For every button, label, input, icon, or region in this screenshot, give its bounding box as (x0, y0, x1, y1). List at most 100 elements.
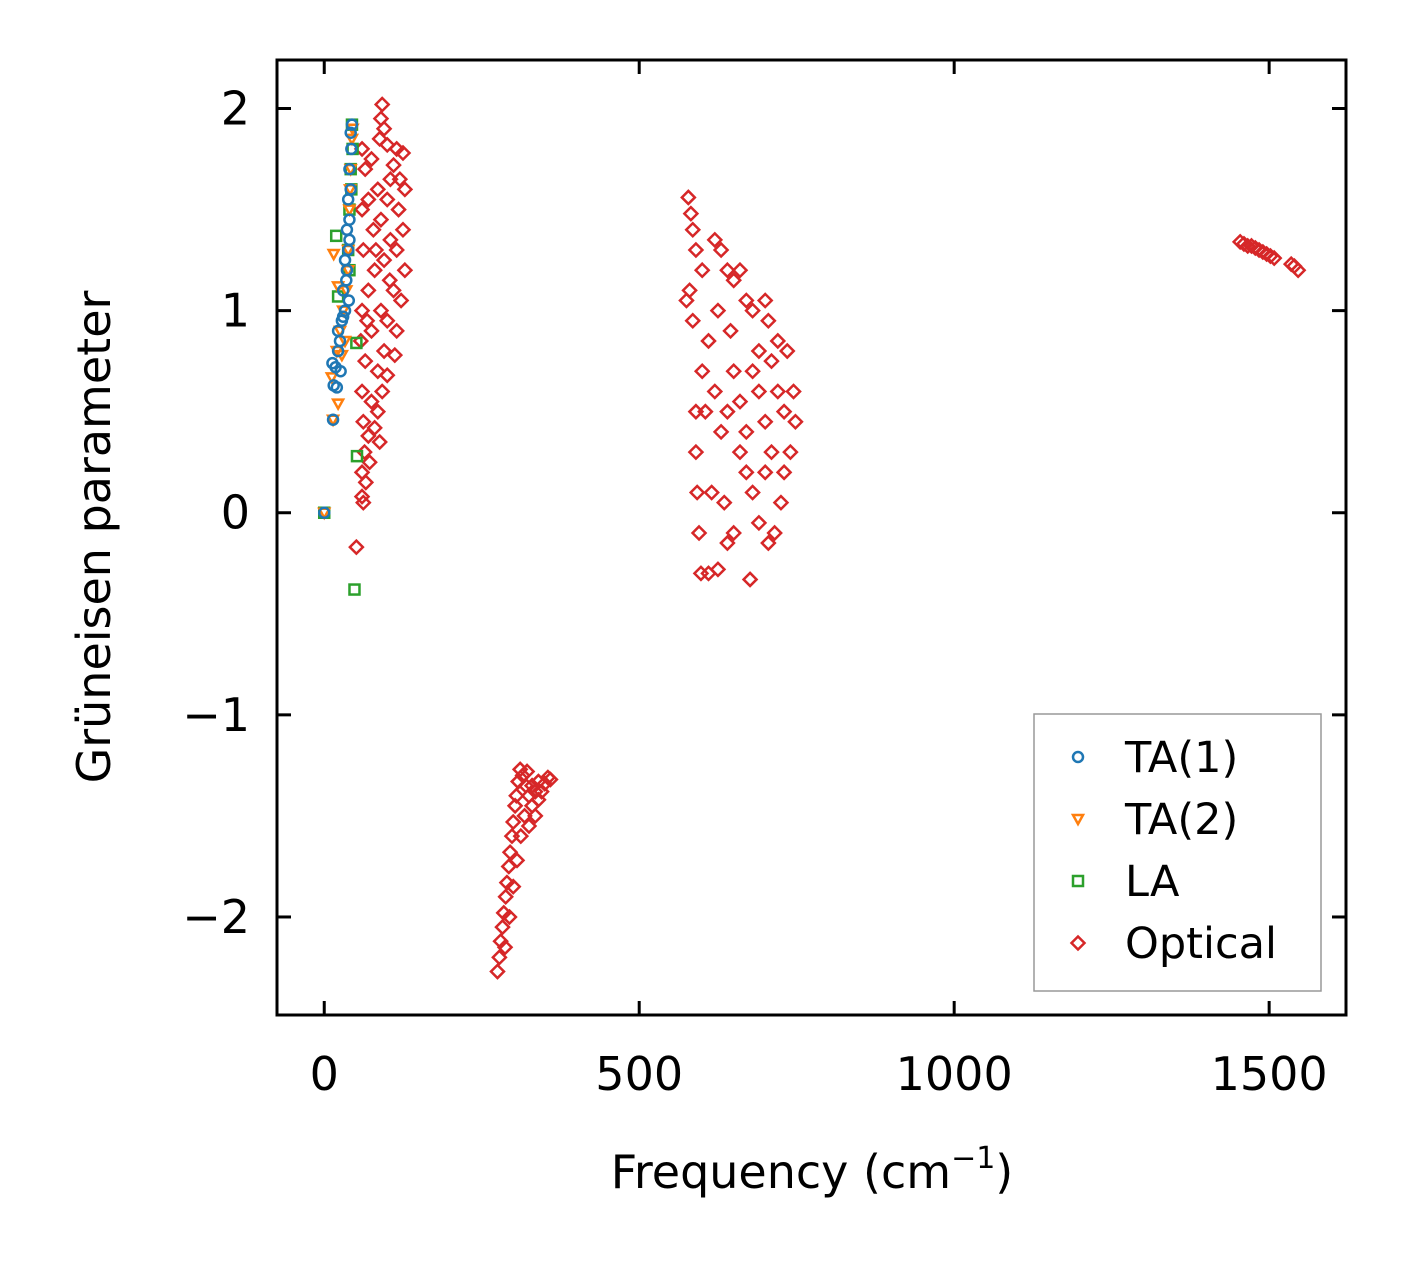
diamond-point-optical (719, 534, 736, 552)
diamond-point-optical (700, 332, 717, 350)
diamond-point-optical (760, 312, 777, 329)
diamond-point-optical (353, 302, 371, 319)
diamond-point-optical (731, 261, 749, 279)
diamond-point-optical (760, 534, 777, 552)
diamond-point-optical (692, 565, 710, 582)
diamond-point-optical (527, 783, 544, 800)
circle-point-ta1 (340, 263, 354, 277)
diamond-point-optical (684, 312, 702, 329)
circle-point-ta1 (317, 506, 331, 519)
circle-point-ta1 (343, 233, 356, 247)
y-tick-label: −2 (182, 890, 250, 944)
legend-marker-diamond (1069, 934, 1087, 952)
circle-point-ta1 (344, 183, 357, 196)
diamond-point-optical (738, 292, 755, 309)
diamond-point-optical (360, 191, 377, 208)
y-tick-label: −1 (182, 688, 250, 742)
legend-label: LA (1125, 857, 1180, 907)
diamond-point-optical (741, 571, 759, 588)
diamond-point-optical (725, 524, 742, 542)
diamond-point-optical (385, 156, 402, 174)
diamond-point-optical (497, 888, 514, 906)
diamond-point-optical (775, 464, 793, 481)
diamond-point-optical (785, 383, 802, 400)
circle-point-ta1 (340, 223, 354, 237)
diamond-point-optical (690, 524, 708, 542)
diamond-point-optical (353, 383, 371, 400)
diamond-point-optical (1289, 261, 1307, 279)
diamond-point-optical (363, 393, 380, 410)
diamond-point-optical (722, 322, 739, 340)
diamond-point-optical (357, 474, 375, 491)
diamond-point-optical (372, 211, 390, 228)
diamond-point-optical (360, 282, 377, 299)
diamond-point-optical (766, 524, 783, 542)
x-axis-label: Frequency (cm−1) (611, 1141, 1014, 1199)
diamond-point-optical (371, 433, 388, 451)
diamond-point-optical (491, 949, 508, 966)
diamond-point-optical (372, 302, 390, 319)
diamond-point-optical (394, 144, 412, 162)
diamond-point-optical (355, 241, 372, 259)
circle-point-ta1 (326, 356, 339, 370)
diamond-point-optical (506, 797, 524, 815)
diamond-point-optical (373, 383, 391, 400)
diamond-point-optical (719, 403, 736, 420)
circle-point-ta1 (338, 304, 352, 317)
diamond-point-optical (504, 878, 522, 895)
diamond-point-optical (744, 484, 761, 501)
diamond-point-optical (725, 362, 742, 380)
diamond-point-optical (386, 346, 404, 364)
diamond-point-optical (353, 201, 371, 218)
diamond-point-optical (706, 383, 724, 400)
triangle-down-point-ta2 (324, 372, 339, 385)
diamond-point-optical (396, 261, 414, 279)
diamond-point-optical (1265, 249, 1283, 267)
diamond-point-optical (709, 302, 727, 319)
diamond-point-optical (396, 181, 414, 198)
diamond-point-optical (787, 413, 804, 431)
triangle-down-point-ta2 (326, 248, 341, 262)
diamond-point-optical (763, 443, 780, 461)
circle-point-ta1 (338, 253, 352, 267)
diamond-point-optical (731, 393, 749, 410)
circle-point-ta1 (340, 274, 353, 287)
diamond-point-optical (508, 787, 525, 804)
diamond-point-optical (523, 777, 541, 794)
diamond-point-optical (381, 272, 399, 289)
diamond-point-optical (369, 181, 387, 198)
diamond-point-optical (518, 763, 536, 780)
diamond-point-optical (382, 170, 399, 188)
x-tick-label: 1000 (896, 1047, 1013, 1101)
circle-point-ta1 (326, 413, 340, 427)
diamond-point-optical (772, 494, 790, 511)
circle-point-ta1 (345, 118, 359, 131)
circle-point-ta1 (331, 324, 345, 338)
diamond-point-optical (512, 827, 530, 845)
diamond-point-optical (509, 773, 527, 790)
diamond-point-optical (709, 561, 727, 578)
diamond-point-optical (763, 352, 780, 370)
square-point-la (348, 583, 361, 596)
diamond-point-optical (706, 231, 724, 249)
diamond-point-optical (503, 827, 521, 845)
diamond-point-optical (394, 221, 412, 239)
diamond-point-optical (680, 189, 697, 206)
legend-marker-square (1071, 874, 1085, 888)
circle-point-ta1 (342, 294, 356, 307)
diamond-point-optical (778, 342, 796, 360)
diamond-point-optical (355, 494, 372, 511)
triangle-down-point-ta2 (330, 398, 346, 412)
diamond-point-optical (756, 464, 774, 481)
diamond-point-optical (375, 251, 393, 269)
diamond-point-optical (678, 292, 695, 309)
triangle-down-point-ta2 (342, 204, 357, 218)
x-tick-label: 0 (310, 1047, 339, 1101)
x-axis-label-end: ) (995, 1145, 1013, 1199)
circle-point-ta1 (343, 213, 356, 226)
diamond-point-optical (744, 362, 761, 380)
circle-point-ta1 (336, 310, 350, 323)
square-point-la (350, 336, 363, 350)
diamond-point-optical (693, 362, 711, 380)
diamond-point-optical (369, 362, 387, 380)
